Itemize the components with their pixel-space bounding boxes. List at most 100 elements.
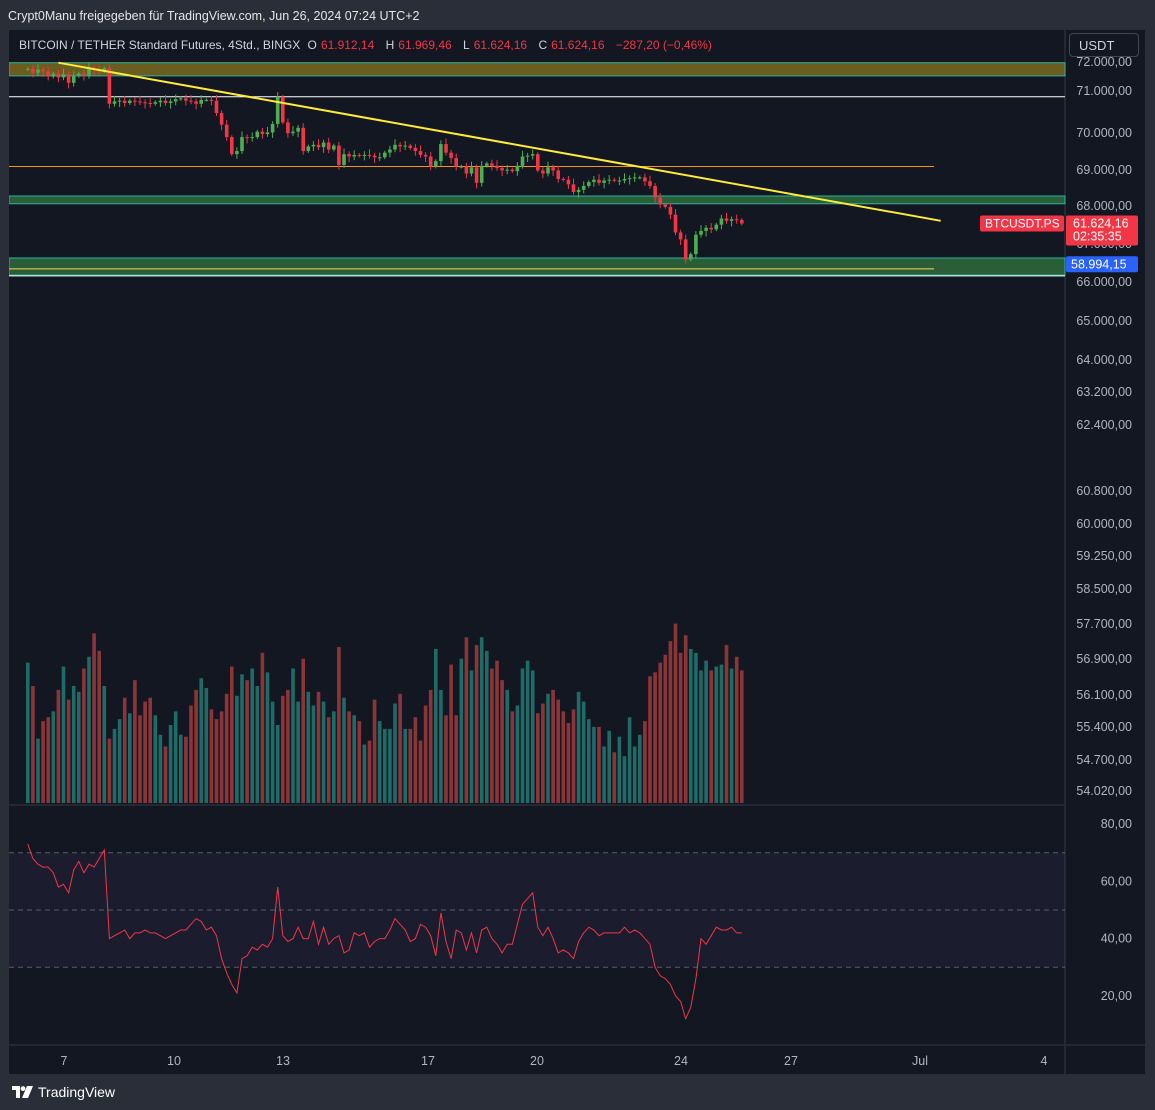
candle-body [260, 131, 265, 134]
volume-bar [332, 711, 336, 803]
chart-canvas[interactable]: 72.000,00 71.000,00 70.000,00 69.000,00 68.0… [9, 30, 1145, 1074]
volume-bar [51, 711, 56, 803]
volume-bar [428, 689, 433, 803]
levels-layer [9, 96, 1065, 277]
candle-body [199, 99, 203, 104]
candle-body [133, 100, 137, 102]
volume-bar [607, 730, 611, 803]
candle-body [332, 145, 336, 150]
candle-body [515, 165, 520, 172]
volume-bar [592, 726, 596, 803]
candle-body [434, 161, 438, 167]
time-axis-label: 20 [530, 1054, 544, 1068]
volume-bar [286, 689, 290, 803]
candle-body [26, 68, 30, 70]
zones-layer [9, 62, 1066, 276]
volume-bar [510, 711, 515, 803]
time-axis-label: 24 [674, 1054, 688, 1068]
volume-bar [240, 674, 244, 803]
symbol-legend[interactable]: BITCOIN / TETHER Standard Futures, 4Std.… [19, 38, 716, 52]
candle-body [566, 179, 571, 185]
volume-bar [153, 715, 158, 803]
candle-body [189, 100, 193, 102]
price-axis-label: 54.020,00 [1076, 784, 1132, 798]
candle-body [597, 179, 601, 183]
volume-bar [291, 668, 295, 803]
price-axis-label: 69.000,00 [1076, 163, 1132, 177]
candle-body [643, 177, 647, 182]
candle-body [678, 232, 683, 240]
volume-bar [301, 658, 305, 803]
candle-body [204, 99, 209, 101]
candle-body [224, 124, 229, 138]
candle-body [306, 146, 311, 152]
candle-body [143, 102, 147, 104]
candle-body [423, 154, 428, 157]
volume-bar [556, 699, 560, 803]
candle-body [46, 71, 50, 77]
candle-body [36, 69, 40, 73]
volume-bar [77, 691, 81, 803]
marker-tag-price: 58.994,15 [1071, 257, 1127, 271]
candle-body [734, 219, 739, 221]
price-axis-label: 58.500,00 [1076, 582, 1132, 596]
tradingview-logo-icon [12, 1086, 33, 1098]
volume-bar [163, 746, 168, 803]
price-axis-label: 60.800,00 [1076, 484, 1132, 498]
volume-bar [143, 701, 147, 803]
candle-body [66, 74, 71, 83]
volume-bar [495, 660, 499, 803]
volume-bar [92, 633, 96, 803]
candle-body [230, 137, 234, 155]
candle-body [372, 155, 377, 158]
volume-bar [597, 726, 601, 803]
candle-body [541, 170, 545, 174]
volume-bar [734, 656, 739, 803]
time-axis-label: 13 [276, 1054, 290, 1068]
volume-bar [204, 687, 209, 803]
volume-bar [571, 709, 576, 803]
currency-button[interactable]: USDT [1069, 33, 1139, 57]
rsi-axis-label: 60,00 [1101, 874, 1132, 888]
volume-bar [632, 746, 637, 803]
close-label: C [538, 38, 548, 52]
volume-bar [306, 691, 311, 803]
candle-body [326, 142, 331, 150]
candle-body [724, 218, 729, 221]
last-price-tag-price: 61.624,16 [1073, 217, 1129, 231]
volume-bar [36, 738, 40, 803]
candle-body [673, 214, 678, 233]
candle-body [694, 234, 698, 255]
volume-bar [31, 686, 35, 803]
volume-bar [439, 689, 443, 803]
candle-body [56, 73, 61, 78]
candle-body [444, 144, 448, 153]
volume-bar [235, 695, 239, 803]
candle-body [117, 100, 122, 102]
tradingview-logo[interactable]: TradingView [12, 1084, 115, 1100]
candle-body [530, 154, 535, 156]
volume-bar [117, 719, 122, 803]
candle-body [561, 178, 566, 180]
candle-body [362, 154, 367, 156]
symbol-tag-label: BTCUSDT.PS [985, 217, 1060, 231]
price-axis-label: 70.000,00 [1076, 126, 1132, 140]
volume-bar [199, 678, 203, 803]
volume-bar [500, 680, 504, 803]
candle-body [112, 101, 117, 104]
chart-frame[interactable]: 72.000,00 71.000,00 70.000,00 69.000,00 68.0… [9, 30, 1145, 1074]
volume-bar [689, 648, 693, 803]
candle-body [714, 224, 719, 230]
volume-bar [260, 652, 265, 803]
volume-bar [658, 662, 662, 803]
candle-body [413, 147, 418, 152]
candle-body [377, 157, 382, 159]
candle-body [648, 181, 652, 186]
volume-bar [566, 723, 571, 803]
volume-bar [362, 744, 367, 803]
candle-body [607, 179, 611, 181]
candle-body [61, 74, 66, 78]
candle-body [393, 144, 397, 150]
price-axis-label: 64.000,00 [1076, 353, 1132, 367]
candle-body [77, 73, 81, 76]
